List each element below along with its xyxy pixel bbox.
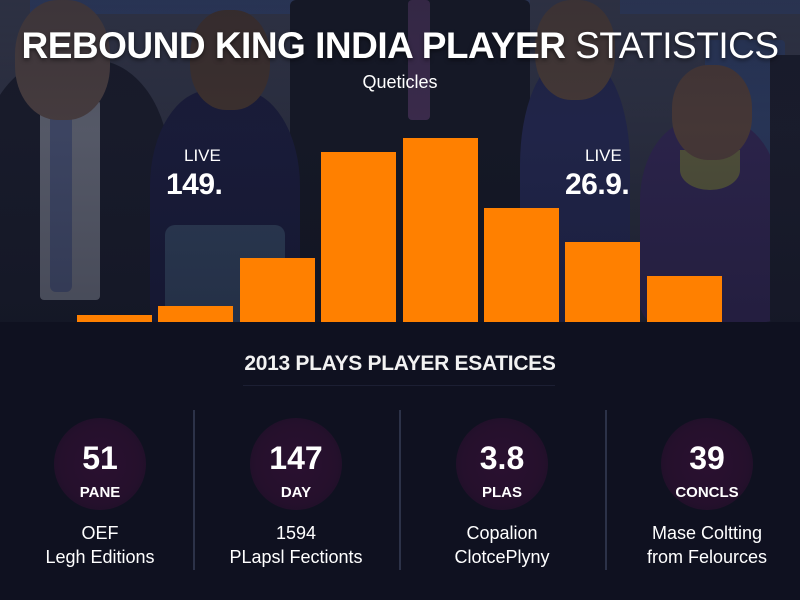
bar-chart xyxy=(77,138,722,322)
live-label: LIVE xyxy=(585,146,622,165)
stat-desc-line: OEF xyxy=(81,523,119,543)
stats-panel-title: 2013 PLAYS PLAYER ESATICES xyxy=(244,352,556,375)
stat-desc-line: PLapsl Fectionts xyxy=(229,547,363,567)
title-bold: REBOUND KING INDIA PLAYER xyxy=(21,25,566,66)
chart-bar xyxy=(240,258,315,322)
stat-desc-line: 1594 xyxy=(275,523,317,543)
stat-card: 147 DAY 1594 PLapsl Fectionts xyxy=(196,408,396,578)
stat-description: OEF Legh Editions xyxy=(0,521,200,569)
stat-desc-line: ClotcePlyny xyxy=(454,547,550,567)
stats-row: 51 PANE OEF Legh Editions 147 DAY 1594 P… xyxy=(0,408,800,578)
chart-bar xyxy=(565,242,640,322)
column-divider xyxy=(605,410,607,570)
column-divider xyxy=(399,410,401,570)
page-subtitle: Queticles xyxy=(362,72,438,92)
stat-value: 39 xyxy=(689,440,725,476)
stat-desc-line: Legh Editions xyxy=(45,547,155,567)
stat-card: 39 CONCLS Mase Coltting from Felources xyxy=(607,408,800,578)
stat-card: 3.8 PLAS Copalion ClotcePlyny xyxy=(402,408,602,578)
live-value: 149. xyxy=(166,168,223,201)
stat-unit: CONCLS xyxy=(675,484,739,501)
hero-photo-area: REBOUND KING INDIA PLAYER STATISTICS Que… xyxy=(0,0,800,322)
chart-bar xyxy=(403,138,478,322)
live-label: LIVE xyxy=(184,146,221,165)
stat-circle xyxy=(456,418,548,510)
stats-panel: 2013 PLAYS PLAYER ESATICES 51 PANE OEF L… xyxy=(0,322,800,600)
title-light: STATISTICS xyxy=(575,25,779,66)
stat-value: 3.8 xyxy=(479,440,525,476)
stat-unit: PLAS xyxy=(481,484,522,501)
stat-value: 147 xyxy=(269,440,323,476)
stat-unit: PANE xyxy=(79,484,121,501)
photo-dark-overlay xyxy=(0,0,800,322)
stat-card: 51 PANE OEF Legh Editions xyxy=(0,408,200,578)
stat-desc-line: Mase Coltting xyxy=(651,523,763,543)
chart-bar xyxy=(77,315,152,322)
title-underline xyxy=(243,385,555,386)
stat-value: 51 xyxy=(82,440,118,476)
live-value: 26.9. xyxy=(565,168,630,201)
chart-bar xyxy=(484,208,559,322)
page-title: REBOUND KING INDIA PLAYER STATISTICS xyxy=(0,25,800,67)
stat-unit: DAY xyxy=(280,484,312,501)
live-callout-right: LIVE 26.9. xyxy=(565,146,630,202)
stat-circle xyxy=(250,418,342,510)
live-callout-left: LIVE 149. xyxy=(166,146,223,202)
stat-description: Mase Coltting from Felources xyxy=(607,521,800,569)
stat-circle xyxy=(54,418,146,510)
chart-bar xyxy=(158,306,233,322)
stat-description: Copalion ClotcePlyny xyxy=(402,521,602,569)
chart-bar xyxy=(647,276,722,322)
column-divider xyxy=(193,410,195,570)
stat-desc-line: Copalion xyxy=(466,523,538,543)
stat-desc-line: from Felources xyxy=(646,547,768,567)
chart-bar xyxy=(321,152,396,322)
stat-circle xyxy=(661,418,753,510)
stat-description: 1594 PLapsl Fectionts xyxy=(196,521,396,569)
